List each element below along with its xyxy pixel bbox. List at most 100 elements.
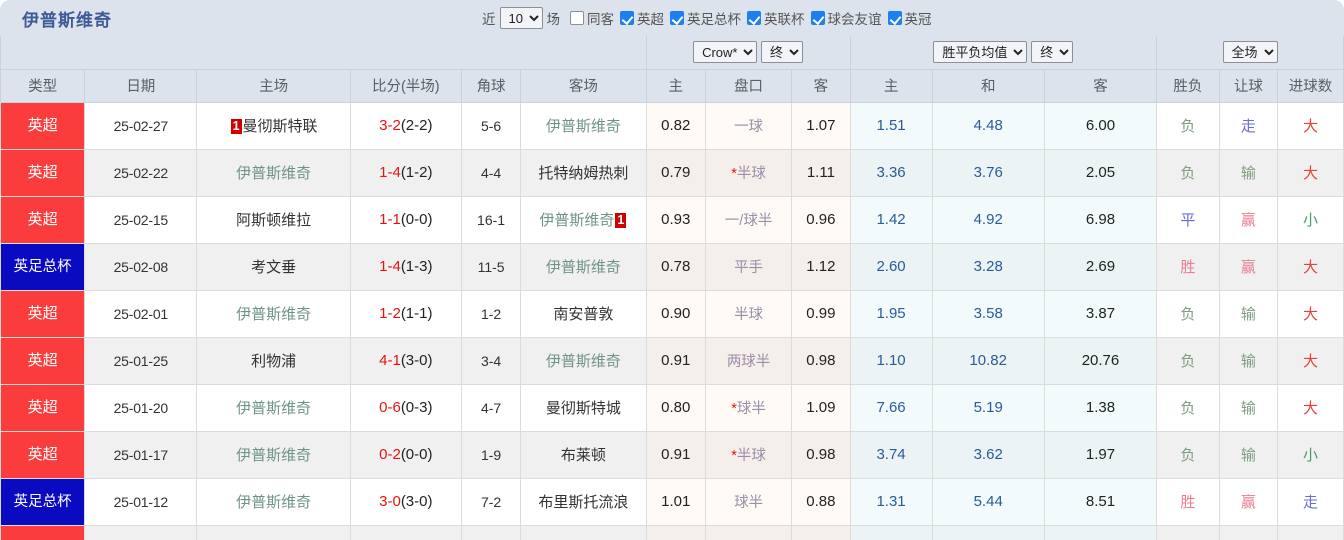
cell-home-team[interactable]: 考文垂 bbox=[196, 242, 351, 291]
col-header-eu-away: 客 bbox=[1043, 68, 1158, 103]
cell-ah-away-odds: 0.95 bbox=[791, 524, 851, 540]
table-row[interactable]: 英超25-01-05富勒姆2-2(0-1)9-2伊普斯维奇0.94一球0.951… bbox=[0, 524, 1344, 540]
cell-corner: 4-7 bbox=[460, 383, 522, 432]
cell-eu-draw-odds: 3.76 bbox=[931, 148, 1045, 197]
cell-ah-away-odds: 1.12 bbox=[791, 242, 851, 291]
ah-phase-select[interactable]: 终 bbox=[760, 41, 803, 64]
cell-away-team[interactable]: 伊普斯维奇 bbox=[520, 336, 647, 385]
cell-date: 25-02-22 bbox=[84, 148, 198, 197]
cell-eu-away-odds: 2.05 bbox=[1043, 148, 1158, 197]
league-tag: 英超 bbox=[1, 432, 84, 477]
cell-score[interactable]: 4-1(3-0) bbox=[349, 336, 462, 385]
table-row[interactable]: 英超 25-02-27 1 曼彻斯特联 3-2(2-2) 5-6 伊普斯维奇 0.82 一球 1.… bbox=[0, 101, 1344, 150]
col-header-goals-result: 进球数 bbox=[1276, 68, 1344, 103]
cell-league: 英超 bbox=[0, 289, 86, 338]
cell-away-team[interactable]: 伊普斯维奇 1 bbox=[520, 195, 647, 244]
cell-score[interactable]: 1-2(1-1) bbox=[349, 289, 462, 338]
cell-league: 英超 bbox=[0, 336, 86, 385]
checkbox-league-3[interactable] bbox=[810, 11, 825, 25]
col-header-handicap-result: 让球 bbox=[1218, 68, 1278, 103]
cell-home-team[interactable]: 伊普斯维奇 bbox=[196, 383, 351, 432]
table-row[interactable]: 英足总杯 25-02-08 考文垂 1-4(1-3) 11-5 伊普斯维奇 0.78 平手 1.… bbox=[0, 242, 1344, 291]
table-row[interactable]: 英超 25-01-20 伊普斯维奇 0-6(0-3) 4-7 曼彻斯特城 0.80 *球半 1.… bbox=[0, 383, 1344, 432]
cell-away-team[interactable]: 托特纳姆热刺 bbox=[520, 148, 647, 197]
cell-corner: 1-9 bbox=[460, 430, 522, 479]
venue-select[interactable]: 全场 bbox=[1222, 41, 1278, 64]
cell-away-team[interactable]: 伊普斯维奇 bbox=[520, 242, 647, 291]
checkbox-league-4[interactable] bbox=[887, 11, 902, 25]
match-count-select[interactable]: 10 bbox=[499, 7, 543, 29]
table-row[interactable]: 英足总杯 25-01-12 伊普斯维奇 3-0(3-0) 7-2 布里斯托流浪 1.01 球半… bbox=[0, 477, 1344, 526]
cell-eu-home-odds: 1.31 bbox=[849, 477, 933, 526]
eu-type-select[interactable]: 胜平负均值 bbox=[933, 41, 1028, 64]
cell-home-team[interactable]: 伊普斯维奇 bbox=[196, 477, 351, 526]
cell-handicap-result: 输 bbox=[1218, 383, 1278, 432]
cell-eu-away-odds: 1.97 bbox=[1043, 430, 1158, 479]
league-label-4: 英冠 bbox=[904, 12, 932, 27]
col-header-ah-away: 客 bbox=[791, 68, 851, 103]
eu-phase-select[interactable]: 终 bbox=[1031, 41, 1074, 64]
league-label-0: 英超 bbox=[637, 12, 664, 27]
selector-row: Crow* 终 胜平负均值 终 全场 bbox=[0, 36, 1344, 70]
table-row[interactable]: 英超 25-01-17 伊普斯维奇 0-2(0-0) 1-9 布莱顿 0.91 *半球 0.98… bbox=[0, 430, 1344, 479]
cell-ah-away-odds: 0.98 bbox=[791, 336, 851, 385]
red-card-badge: 1 bbox=[230, 119, 242, 134]
cell-home-team[interactable]: 富勒姆 bbox=[196, 524, 351, 540]
cell-away-team[interactable]: 曼彻斯特城 bbox=[520, 383, 647, 432]
cell-goals-result: 大 bbox=[1276, 383, 1344, 432]
cell-home-team[interactable]: 1 曼彻斯特联 bbox=[196, 101, 351, 150]
cell-score[interactable]: 0-6(0-3) bbox=[349, 383, 462, 432]
cell-eu-home-odds: 1.55 bbox=[849, 524, 933, 540]
cell-league: 英超 bbox=[0, 195, 86, 244]
cell-league: 英超 bbox=[0, 430, 86, 479]
cell-away-team[interactable]: 伊普斯维奇 bbox=[520, 524, 647, 540]
cell-eu-home-odds: 1.42 bbox=[849, 195, 933, 244]
table-row[interactable]: 英超 25-02-15 阿斯顿维拉 1-1(0-0) 16-1 伊普斯维奇 1 0.93 一/球… bbox=[0, 195, 1344, 244]
cell-home-team[interactable]: 阿斯顿维拉 bbox=[196, 195, 351, 244]
cell-away-team[interactable]: 南安普敦 bbox=[520, 289, 647, 338]
cell-eu-draw-odds: 4.92 bbox=[931, 195, 1045, 244]
cell-home-team[interactable]: 伊普斯维奇 bbox=[196, 148, 351, 197]
cell-score[interactable]: 3-2(2-2) bbox=[349, 101, 462, 150]
checkbox-league-2[interactable] bbox=[747, 11, 761, 25]
table-row[interactable]: 英超 25-02-22 伊普斯维奇 1-4(1-2) 4-4 托特纳姆热刺 0.79 *半球 1… bbox=[0, 148, 1344, 197]
league-tag: 英超 bbox=[1, 150, 84, 195]
cell-eu-draw-odds: 3.58 bbox=[931, 289, 1045, 338]
cell-corner: 9-2 bbox=[460, 524, 522, 540]
selector-spacer-left bbox=[0, 36, 647, 70]
cell-score[interactable]: 0-2(0-0) bbox=[349, 430, 462, 479]
cell-score[interactable]: 1-1(0-0) bbox=[349, 195, 462, 244]
col-header-eu-home: 主 bbox=[849, 68, 933, 103]
cell-eu-away-odds: 8.51 bbox=[1043, 477, 1158, 526]
cell-corner: 1-2 bbox=[460, 289, 522, 338]
cell-away-team[interactable]: 布莱顿 bbox=[520, 430, 647, 479]
cell-wdl-result: 平 bbox=[1156, 195, 1220, 244]
table-row[interactable]: 英超 25-02-01 伊普斯维奇 1-2(1-1) 1-2 南安普敦 0.90 半球 0.99… bbox=[0, 289, 1344, 338]
cell-wdl-result: 胜 bbox=[1156, 242, 1220, 291]
bookmaker-select[interactable]: Crow* bbox=[693, 41, 758, 64]
checkbox-league-1[interactable] bbox=[670, 11, 684, 25]
league-label-2: 英联杯 bbox=[764, 12, 805, 27]
cell-score[interactable]: 1-4(1-3) bbox=[349, 242, 462, 291]
cell-score[interactable]: 1-4(1-2) bbox=[349, 148, 462, 197]
cell-score[interactable]: 2-2(0-1) bbox=[349, 524, 462, 540]
cell-wdl-result: 负 bbox=[1156, 101, 1220, 150]
cell-away-team[interactable]: 布里斯托流浪 bbox=[520, 477, 647, 526]
cell-home-team[interactable]: 伊普斯维奇 bbox=[196, 289, 351, 338]
table-row[interactable]: 英超 25-01-25 利物浦 4-1(3-0) 3-4 伊普斯维奇 0.91 两球半 0.98… bbox=[0, 336, 1344, 385]
cell-home-team[interactable]: 利物浦 bbox=[196, 336, 351, 385]
cell-eu-draw-odds: 4.48 bbox=[931, 101, 1045, 150]
checkbox-same-venue[interactable] bbox=[570, 11, 584, 25]
cell-goals-result: 大 bbox=[1276, 101, 1344, 150]
checkbox-league-0[interactable] bbox=[620, 11, 634, 25]
cell-score[interactable]: 3-0(3-0) bbox=[349, 477, 462, 526]
league-tag: 英超 bbox=[1, 197, 84, 242]
cell-wdl-result: 平 bbox=[1156, 524, 1220, 540]
cell-eu-home-odds: 1.10 bbox=[849, 336, 933, 385]
cell-eu-draw-odds: 3.62 bbox=[931, 430, 1045, 479]
cell-handicap-result: 走 bbox=[1218, 101, 1278, 150]
cell-away-team[interactable]: 伊普斯维奇 bbox=[520, 101, 647, 150]
matches-unit-label: 场 bbox=[546, 12, 561, 27]
cell-home-team[interactable]: 伊普斯维奇 bbox=[196, 430, 351, 479]
